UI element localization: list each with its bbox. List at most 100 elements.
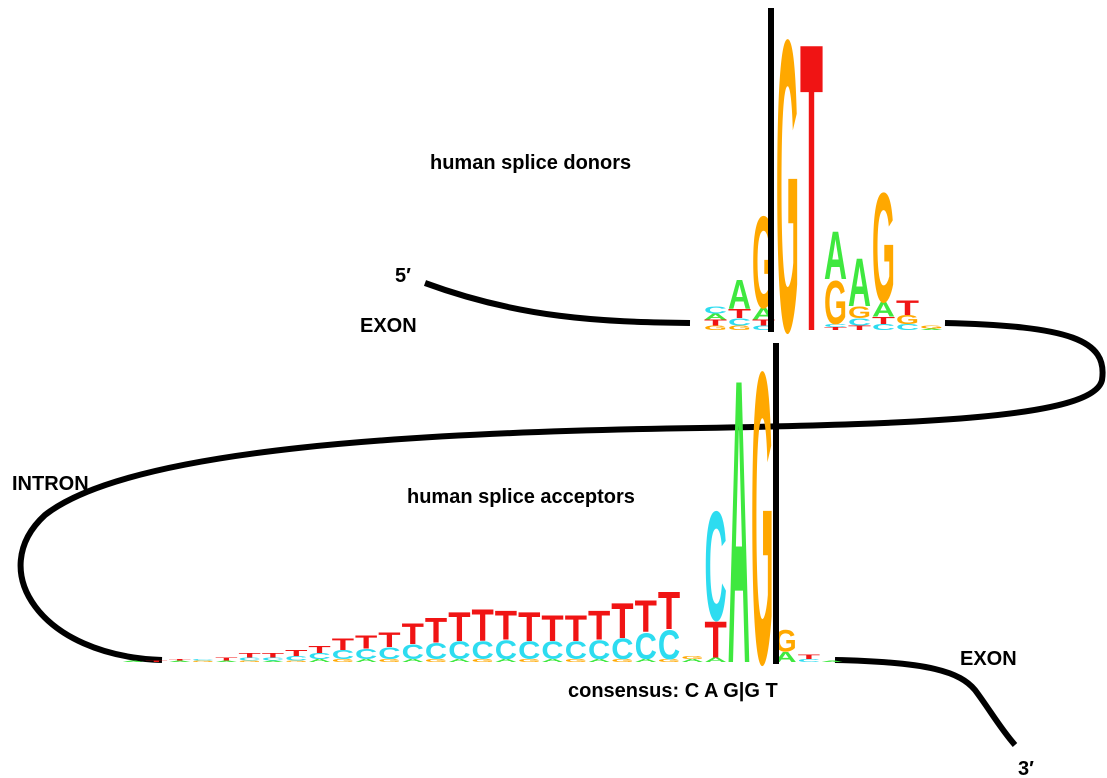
- logo-letter: C: [262, 657, 284, 662]
- logo-letter: G: [518, 658, 540, 663]
- logo-letter: C: [896, 323, 919, 332]
- logo-letter: G: [704, 325, 727, 332]
- logo-letter: C: [704, 305, 727, 316]
- logo-letter: C: [332, 648, 354, 662]
- logo-letter: C: [285, 655, 307, 662]
- logo-letter: A: [728, 296, 750, 749]
- logo-letter: A: [920, 328, 943, 330]
- exon-strand-right: [834, 657, 1018, 747]
- logo-letter: C: [495, 635, 517, 665]
- logo-letter: G: [728, 325, 751, 332]
- logo-letter: C: [541, 637, 563, 665]
- logo-letter: T: [565, 608, 588, 650]
- logo-letter: C: [308, 652, 330, 661]
- logo-letter: A: [588, 658, 610, 663]
- logo-letter: T: [425, 612, 447, 651]
- logo-letter: T: [215, 657, 238, 662]
- logo-letter: T: [704, 318, 727, 327]
- logo-letter: C: [728, 317, 751, 328]
- rna-backbone: [17, 280, 1106, 747]
- logo-letter: A: [402, 658, 424, 663]
- logo-letter: T: [472, 601, 494, 652]
- logo-letter: T: [285, 649, 308, 658]
- logo-letter: C: [192, 659, 214, 661]
- logo-letter: A: [681, 658, 703, 663]
- logo-letter: C: [425, 638, 447, 664]
- logo-letter: C: [752, 325, 775, 332]
- intron-strand: [17, 320, 1106, 663]
- logo-letter: C: [798, 658, 820, 663]
- logo-letter: C: [518, 637, 540, 665]
- logo-letter: G: [658, 658, 680, 663]
- logo-letter: A: [495, 658, 517, 663]
- logo-letter: T: [448, 603, 470, 650]
- logo-letter: A: [122, 660, 144, 662]
- logo-letter: G: [681, 655, 703, 660]
- logo-letter: G: [824, 269, 847, 338]
- donor-title: human splice donors: [430, 152, 631, 174]
- logo-letter: C: [872, 323, 895, 332]
- logo-letter: G: [285, 660, 307, 662]
- logo-letter: G: [872, 162, 895, 336]
- logo-letter: G: [776, 0, 799, 419]
- logo-letter: C: [635, 626, 657, 668]
- logo-letter: A: [872, 298, 895, 322]
- logo-letter: G: [848, 303, 871, 321]
- logo-letter: C: [588, 635, 610, 665]
- logo-letter: T: [872, 315, 895, 326]
- logo-letter: C: [611, 633, 633, 665]
- logo-letter: T: [824, 326, 848, 331]
- five-prime-label: 5′: [395, 265, 411, 287]
- logo-letter: T: [239, 652, 262, 659]
- logo-letter: A: [635, 658, 657, 663]
- exon-label: EXON: [360, 315, 417, 337]
- logo-letter: T: [728, 307, 751, 321]
- logo-letter: C: [705, 480, 727, 654]
- exon-strand-left: [423, 280, 691, 326]
- logo-letter: C: [402, 640, 424, 664]
- logo-letter: G: [472, 658, 494, 663]
- logo-letter: A: [728, 271, 751, 318]
- logo-letter: G: [920, 325, 943, 330]
- logo-letter: T: [518, 603, 540, 650]
- logo-letter: T: [308, 644, 330, 655]
- logo-letter: C: [848, 317, 871, 328]
- logo-letter: T: [798, 654, 821, 661]
- logo-letter: A: [705, 657, 727, 664]
- logo-letter: T: [169, 659, 191, 661]
- logo-letter: T: [402, 618, 424, 650]
- logo-letter: A: [308, 658, 330, 663]
- consensus-label: consensus: C A G|G T: [568, 680, 778, 702]
- logo-letter: C: [565, 637, 587, 665]
- intron-label: INTRON: [12, 473, 89, 495]
- logo-letter: A: [824, 217, 847, 294]
- logo-letter: C: [239, 657, 261, 662]
- logo-letter: C: [378, 644, 400, 662]
- logo-letter: T: [611, 593, 634, 649]
- logo-letter: C: [472, 637, 494, 665]
- logo-letter: A: [774, 649, 796, 665]
- logo-letter: C: [355, 646, 377, 662]
- exon-label: EXON: [960, 648, 1017, 670]
- logo-letter: C: [658, 621, 680, 668]
- logo-letter: T: [705, 610, 727, 668]
- logo-letter: T: [588, 602, 610, 649]
- logo-letter: G: [774, 624, 796, 659]
- logo-letter: T: [752, 318, 775, 327]
- logo-letter: A: [355, 658, 377, 663]
- logo-letter: T: [332, 635, 355, 653]
- acceptor-title: human splice acceptors: [407, 486, 635, 508]
- logo-letter: A: [169, 660, 191, 662]
- logo-letter: T: [355, 632, 377, 653]
- logo-letter: T: [262, 652, 285, 659]
- logo-letter: G: [565, 658, 587, 663]
- logo-letter: G: [425, 658, 447, 663]
- logo-letter: G: [896, 313, 919, 327]
- logo-letter: G: [611, 658, 633, 663]
- logo-letter: T: [145, 660, 167, 662]
- logo-letter: G: [239, 660, 261, 662]
